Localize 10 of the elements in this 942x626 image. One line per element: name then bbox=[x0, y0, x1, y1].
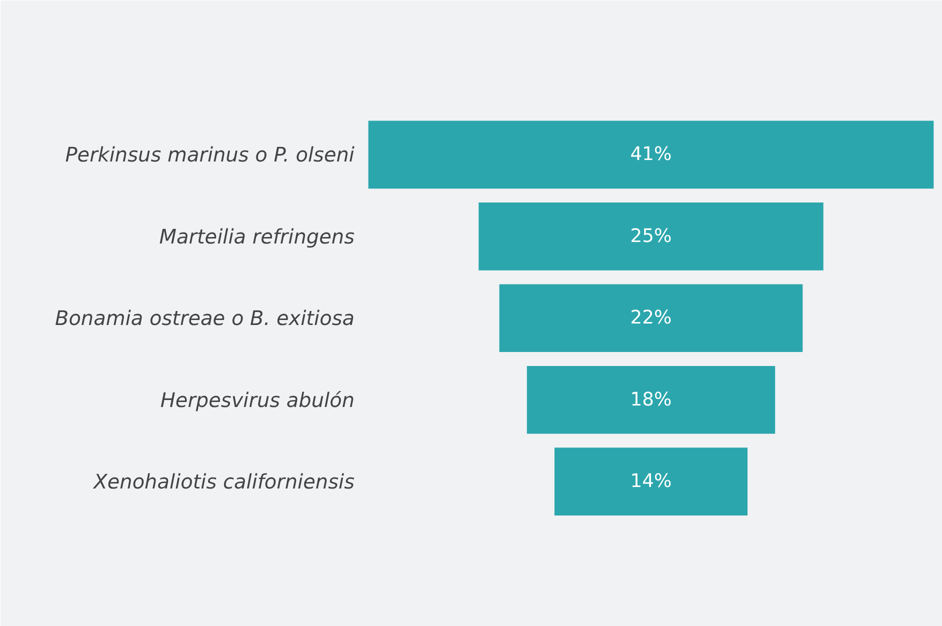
category-label: Herpesvirus abulón bbox=[160, 388, 355, 412]
category-label: Xenohaliotis californiensis bbox=[92, 470, 355, 494]
category-label: Bonamia ostreae o B. exitiosa bbox=[54, 306, 355, 330]
category-label: Marteilia refringens bbox=[159, 224, 355, 248]
data-label: 25% bbox=[630, 226, 672, 247]
data-label: 14% bbox=[630, 471, 672, 492]
data-label: 41% bbox=[630, 144, 672, 166]
category-label: Perkinsus marinus o P. olseni bbox=[65, 142, 355, 167]
data-label: 22% bbox=[630, 308, 672, 329]
data-label: 18% bbox=[630, 389, 672, 410]
